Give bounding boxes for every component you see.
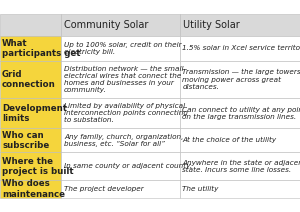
Bar xyxy=(180,180,300,198)
Text: Grid
connection: Grid connection xyxy=(2,70,56,89)
Text: Up to 100% solar, credit on their
electricity bill.: Up to 100% solar, credit on their electr… xyxy=(64,42,182,55)
Text: Anywhere in the state or adjacent
state. Incurs some line losses.: Anywhere in the state or adjacent state.… xyxy=(182,160,300,173)
Bar xyxy=(180,152,300,180)
Bar xyxy=(61,61,180,98)
Bar xyxy=(180,98,300,128)
Text: Limited by availability of physical
interconnection points connecting
to substat: Limited by availability of physical inte… xyxy=(64,103,188,123)
Text: Development
limits: Development limits xyxy=(2,103,67,123)
Text: Transmission — the large towers
moving power across great
distances.: Transmission — the large towers moving p… xyxy=(182,69,300,90)
Text: Any family, church, organization,
business, etc. “Solar for all”: Any family, church, organization, busine… xyxy=(64,134,183,147)
Text: In same county or adjacent county.: In same county or adjacent county. xyxy=(64,163,192,169)
Bar xyxy=(0,152,61,180)
Text: Distribution network — the small
electrical wires that connect the
homes and bus: Distribution network — the small electri… xyxy=(64,66,183,93)
Bar xyxy=(180,14,300,36)
Bar xyxy=(0,14,61,36)
Bar xyxy=(0,128,61,152)
Bar xyxy=(61,98,180,128)
Bar xyxy=(61,152,180,180)
Bar xyxy=(180,61,300,98)
Text: Community Solar: Community Solar xyxy=(64,20,149,30)
Text: Where the
project is built: Where the project is built xyxy=(2,156,74,176)
Bar xyxy=(0,180,61,198)
Bar xyxy=(61,14,180,36)
Text: The project developer: The project developer xyxy=(64,186,144,192)
Text: Who does
maintenance: Who does maintenance xyxy=(2,179,65,199)
Text: 1.5% solar in Xcel service territory.: 1.5% solar in Xcel service territory. xyxy=(182,45,300,52)
Text: Who can
subscribe: Who can subscribe xyxy=(2,131,49,150)
Bar xyxy=(61,128,180,152)
Text: Can connect to utility at any points
on the large transmission lines.: Can connect to utility at any points on … xyxy=(182,107,300,120)
Bar xyxy=(61,180,180,198)
Text: The utility: The utility xyxy=(182,186,219,192)
Bar xyxy=(180,128,300,152)
Bar xyxy=(0,98,61,128)
Bar xyxy=(0,61,61,98)
Bar xyxy=(0,36,61,61)
Bar xyxy=(61,36,180,61)
Bar xyxy=(180,36,300,61)
Text: At the choice of the utility: At the choice of the utility xyxy=(182,137,277,143)
Text: Utility Solar: Utility Solar xyxy=(183,20,240,30)
Text: What
participants get: What participants get xyxy=(2,39,81,58)
